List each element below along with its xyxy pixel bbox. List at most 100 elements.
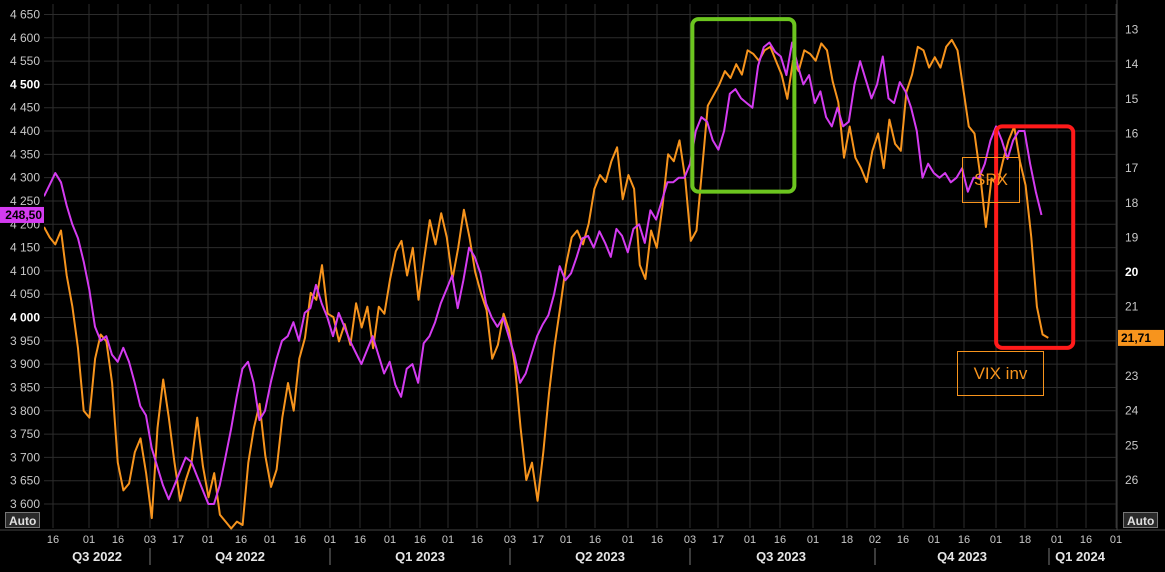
x-axis-day-label: 16 bbox=[774, 534, 786, 546]
x-axis-day-label: 01 bbox=[384, 534, 396, 546]
left-axis-tick-label: 4 450 bbox=[10, 101, 40, 115]
x-axis-day-label: 01 bbox=[807, 534, 819, 546]
right-axis-tick-label: 18 bbox=[1125, 196, 1139, 210]
right-last-value-label: 21,71 bbox=[1121, 331, 1151, 345]
right-axis-tick-label: 26 bbox=[1125, 473, 1139, 487]
x-axis-quarter-label: Q3 2023 bbox=[756, 549, 806, 564]
left-axis-tick-label: 4 250 bbox=[10, 194, 40, 208]
x-axis-day-label: 01 bbox=[202, 534, 214, 546]
left-axis-tick-label: 3 650 bbox=[10, 474, 40, 488]
right-axis-tick-label: 14 bbox=[1125, 57, 1139, 71]
legend-vix-inv: VIX inv bbox=[957, 351, 1044, 396]
x-axis-quarter-label: Q1 2024 bbox=[1055, 549, 1106, 564]
right-axis-tick-label: 24 bbox=[1125, 404, 1139, 418]
left-axis-tick-label: 4 350 bbox=[10, 147, 40, 161]
right-axis-tick-label: 16 bbox=[1125, 126, 1139, 140]
left-axis-tick-label: 4 100 bbox=[10, 264, 40, 278]
annotation-box-red bbox=[994, 124, 1076, 350]
right-axis-tick-label: 19 bbox=[1125, 230, 1139, 244]
x-axis-day-label: 03 bbox=[684, 534, 696, 546]
left-axis-tick-label: 4 600 bbox=[10, 31, 40, 45]
left-axis-tick-label: 3 950 bbox=[10, 334, 40, 348]
x-axis-background bbox=[0, 530, 1165, 567]
x-axis-day-label: 16 bbox=[414, 534, 426, 546]
x-axis-day-label: 03 bbox=[144, 534, 156, 546]
left-axis-tick-label: 4 150 bbox=[10, 241, 40, 255]
x-axis-day-label: 01 bbox=[928, 534, 940, 546]
x-axis-day-label: 16 bbox=[651, 534, 663, 546]
right-axis-tick-label: 15 bbox=[1125, 92, 1139, 106]
left-axis-tick-label: 3 600 bbox=[10, 497, 40, 511]
gridlines bbox=[44, 4, 1117, 528]
x-axis-day-label: 01 bbox=[324, 534, 336, 546]
x-axis-quarter-label: Q1 2023 bbox=[395, 549, 445, 564]
right-axis: 131415161718192021222324252621,71 bbox=[1116, 0, 1165, 530]
x-axis-quarter-label: Q4 2022 bbox=[215, 549, 265, 564]
right-axis-tick-label: 25 bbox=[1125, 438, 1139, 452]
x-axis-day-label: 16 bbox=[235, 534, 247, 546]
right-axis-tick-label: 23 bbox=[1125, 369, 1139, 383]
x-axis-day-label: 01 bbox=[560, 534, 572, 546]
left-last-value-flag bbox=[0, 206, 44, 223]
legend-spx: SPX bbox=[962, 157, 1020, 203]
x-axis-day-label: 16 bbox=[589, 534, 601, 546]
series-lines bbox=[43, 38, 1049, 530]
series-vix-inv-line bbox=[43, 41, 1043, 505]
x-axis-day-label: 16 bbox=[897, 534, 909, 546]
x-axis-day-label: 18 bbox=[841, 534, 853, 546]
x-axis-day-label: 01 bbox=[442, 534, 454, 546]
x-axis-day-label: 16 bbox=[294, 534, 306, 546]
x-axis-day-label: 16 bbox=[47, 534, 59, 546]
right-last-value-flag bbox=[1118, 329, 1164, 346]
left-axis-background bbox=[0, 0, 44, 530]
left-axis-tick-label: 4 050 bbox=[10, 287, 40, 301]
x-axis-quarter-label: Q4 2023 bbox=[937, 549, 987, 564]
right-axis-tick-label: 20 bbox=[1125, 265, 1139, 279]
right-axis-tick-label: 17 bbox=[1125, 161, 1139, 175]
x-axis-day-label: 16 bbox=[354, 534, 366, 546]
x-axis-day-label: 01 bbox=[83, 534, 95, 546]
auto-scale-button-right[interactable]: Auto bbox=[1123, 512, 1159, 528]
left-last-value-label: 248,50 bbox=[5, 208, 42, 222]
x-axis-day-label: 02 bbox=[869, 534, 881, 546]
left-axis-tick-label: 3 700 bbox=[10, 450, 40, 464]
left-axis-tick-label: 3 800 bbox=[10, 404, 40, 418]
left-axis-tick-label: 4 500 bbox=[10, 77, 40, 91]
left-axis-tick-label: 3 750 bbox=[10, 427, 40, 441]
left-axis-tick-label: 4 550 bbox=[10, 54, 40, 68]
x-axis-day-label: 16 bbox=[1080, 534, 1092, 546]
x-axis-day-label: 16 bbox=[958, 534, 970, 546]
right-axis-background bbox=[1117, 0, 1165, 530]
x-axis-day-label: 17 bbox=[712, 534, 724, 546]
annotation-box-green bbox=[690, 17, 797, 194]
x-axis-day-label: 03 bbox=[504, 534, 516, 546]
x-axis-quarter-label: Q2 2023 bbox=[575, 549, 625, 564]
x-axis-day-label: 16 bbox=[471, 534, 483, 546]
x-axis-day-label: 01 bbox=[264, 534, 276, 546]
left-axis-tick-label: 4 000 bbox=[10, 311, 40, 325]
annotation-boxes bbox=[690, 17, 1076, 350]
right-axis-tick-label: 13 bbox=[1125, 23, 1139, 37]
x-axis-day-label: 01 bbox=[1110, 534, 1122, 546]
x-axis-day-label: 16 bbox=[112, 534, 124, 546]
x-axis: 16 01 16 03 17 01 16 01 16 01 16 01 16 01 16 03 17 01 16 01… bbox=[0, 529, 1165, 567]
series-spx-line bbox=[43, 38, 1049, 530]
x-axis-quarter-label: Q3 2022 bbox=[72, 549, 122, 564]
auto-scale-button-left[interactable]: Auto bbox=[5, 512, 41, 528]
left-axis: 4 650 4 600 4 550 4 500 4 450 4 400 4 350 4 300… bbox=[0, 0, 44, 530]
x-axis-day-label: 01 bbox=[622, 534, 634, 546]
right-axis-tick-label: 21 bbox=[1125, 300, 1139, 314]
left-axis-tick-label: 3 850 bbox=[10, 380, 40, 394]
x-axis-day-label: 17 bbox=[172, 534, 184, 546]
left-axis-tick-label: 3 900 bbox=[10, 357, 40, 371]
left-axis-tick-label: 4 400 bbox=[10, 124, 40, 138]
left-axis-tick-label: 4 300 bbox=[10, 171, 40, 185]
x-axis-day-label: 01 bbox=[990, 534, 1002, 546]
x-axis-day-label: 18 bbox=[1019, 534, 1031, 546]
x-axis-day-label: 01 bbox=[1051, 534, 1063, 546]
x-axis-day-label: 17 bbox=[532, 534, 544, 546]
left-axis-tick-label: 4 650 bbox=[10, 8, 40, 22]
